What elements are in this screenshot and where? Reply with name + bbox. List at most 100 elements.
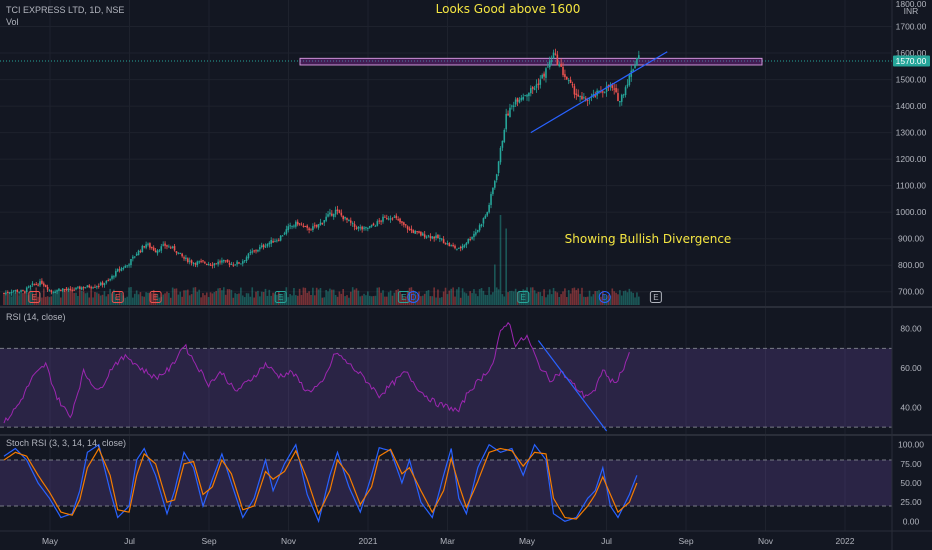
event-marker[interactable]: E	[517, 291, 530, 303]
volume-bar	[158, 297, 161, 305]
candle-body	[97, 285, 100, 287]
axis-tick-label: 100.00	[898, 440, 924, 450]
volume-bar	[569, 293, 572, 305]
candle-body	[103, 283, 106, 286]
axis-tick-label: 0.00	[903, 516, 920, 526]
candle-body	[351, 223, 354, 225]
candle-body	[41, 280, 43, 284]
volume-bar	[556, 292, 559, 305]
axis-tick-label: 1200.00	[896, 154, 927, 164]
volume-bar	[450, 288, 453, 305]
event-marker[interactable]: E	[28, 291, 41, 303]
volume-bar	[116, 297, 119, 305]
symbol-title[interactable]: TCI EXPRESS LTD, 1D, NSE	[6, 5, 124, 15]
candle-body	[177, 252, 180, 254]
volume-bar	[617, 294, 619, 305]
candle-body	[285, 229, 288, 234]
event-marker[interactable]: E	[274, 291, 287, 303]
volume-bar	[329, 288, 331, 305]
candle-body	[33, 284, 36, 286]
candle-body	[458, 247, 460, 249]
candle-body	[503, 129, 506, 142]
volume-bar	[226, 289, 229, 305]
volume-bar	[107, 294, 110, 305]
divergence-line[interactable]	[537, 340, 608, 432]
candle-body	[410, 228, 413, 231]
event-marker[interactable]: E	[649, 291, 662, 303]
volume-bar	[52, 293, 55, 305]
candle-body	[6, 292, 9, 294]
volume-bar	[204, 295, 206, 305]
volume-bar	[209, 292, 212, 305]
stoch-rsi-label[interactable]: Stoch RSI (3, 3, 14, 14, close)	[6, 438, 126, 448]
candle-body	[35, 284, 38, 286]
volume-bar	[196, 291, 199, 305]
event-marker-label: E	[521, 293, 526, 302]
volume-bar	[16, 289, 19, 305]
volume-bar	[213, 292, 216, 305]
candles	[3, 48, 640, 296]
candle-body	[363, 227, 365, 229]
rsi-label[interactable]: RSI (14, close)	[6, 312, 66, 322]
candle-body	[520, 97, 523, 100]
volume-bar	[334, 294, 337, 305]
candle-body	[279, 235, 282, 241]
volume-bar	[259, 296, 261, 305]
volume-bar	[46, 296, 49, 305]
event-marker[interactable]: E	[397, 291, 410, 303]
volume-bar	[115, 296, 117, 305]
candle-body	[325, 216, 327, 221]
volume-bar	[173, 288, 176, 305]
trendline[interactable]	[530, 51, 668, 134]
candle-body	[99, 282, 102, 286]
axis-tick-label: 700.00	[898, 287, 924, 297]
candle-body	[545, 68, 547, 78]
annotation-divergence[interactable]: Showing Bullish Divergence	[565, 232, 732, 246]
volume-bar	[473, 289, 475, 305]
volume-bar	[14, 292, 17, 305]
volume-bar	[67, 289, 70, 305]
candle-body	[344, 216, 346, 219]
candle-body	[296, 221, 299, 225]
event-marker[interactable]: E	[111, 291, 124, 303]
event-marker[interactable]: D	[598, 291, 611, 303]
candle-body	[291, 225, 293, 227]
candle-body	[380, 220, 382, 222]
candle-body	[202, 260, 204, 262]
volume-bar	[90, 288, 92, 305]
volume-label[interactable]: Vol	[6, 17, 19, 27]
annotation-title[interactable]: Looks Good above 1600	[436, 2, 581, 16]
candle-body	[567, 80, 570, 82]
volume-bar	[497, 289, 500, 305]
axis-tick-label: 80.00	[900, 324, 922, 334]
candle-body	[111, 276, 113, 279]
candle-body	[372, 223, 375, 226]
volume-bar	[240, 287, 242, 305]
candle-body	[476, 230, 479, 232]
volume-bar	[548, 289, 551, 305]
volume-bar	[512, 291, 515, 305]
candle-body	[399, 218, 401, 223]
volume-bar	[384, 296, 386, 305]
candle-body	[620, 94, 623, 102]
axis-tick-label: 1400.00	[896, 101, 927, 111]
candle-body	[156, 250, 159, 254]
candle-body	[617, 93, 619, 102]
resistance-zone[interactable]	[299, 57, 763, 66]
candle-body	[300, 224, 303, 226]
event-marker[interactable]: D	[407, 291, 420, 303]
candle-body	[207, 263, 210, 266]
volume-bar	[166, 291, 168, 305]
candle-body	[412, 230, 415, 233]
event-marker[interactable]: E	[149, 291, 162, 303]
volume-bar	[224, 294, 227, 305]
volume-bar	[586, 296, 589, 305]
event-marker-label: D	[602, 293, 608, 302]
candle-body	[171, 246, 174, 248]
volume-bar	[92, 297, 94, 305]
candle-body	[211, 264, 214, 266]
candle-body	[378, 220, 381, 222]
volume-bar	[465, 293, 468, 305]
volume-bar	[401, 293, 403, 305]
